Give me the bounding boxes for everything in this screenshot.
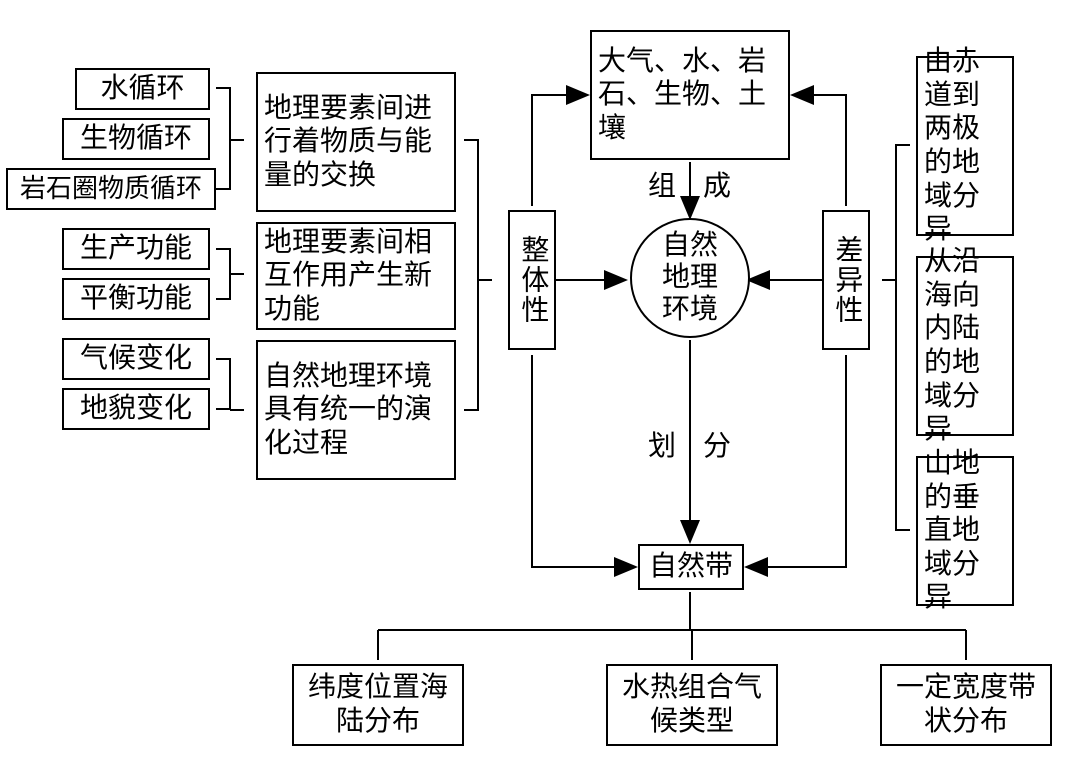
text: 纬度位置海陆分布 (300, 671, 456, 738)
node-coast-inland: 从沿海向内陆的地域分异 (916, 256, 1014, 436)
label-compose: 组 成 (648, 172, 741, 203)
text: 生产功能 (80, 232, 192, 266)
text: 组 成 (648, 171, 741, 202)
text: 山地的垂直地域分异 (924, 447, 1006, 615)
node-equator-pole: 由赤道到两极的地域分异 (916, 56, 1014, 236)
text: 生物循环 (80, 122, 192, 156)
node-hydrothermal: 水热组合气候类型 (606, 664, 778, 746)
text: 一定宽度带状分布 (888, 671, 1044, 738)
text: 整体性 (517, 235, 548, 325)
node-differentiation: 差异性 (822, 210, 870, 350)
text: 自然地理环境 (655, 230, 725, 327)
node-production: 生产功能 (62, 228, 210, 270)
label-divide: 划 分 (648, 432, 741, 463)
node-evolution: 自然地理环境具有统一的演化过程 (256, 340, 456, 480)
text: 水循环 (100, 72, 184, 106)
node-lithosphere-cycle: 岩石圈物质循环 (6, 168, 216, 210)
node-center-circle: 自然地理环境 (630, 218, 750, 338)
text: 地理要素间进行着物质与能量的交换 (264, 92, 448, 193)
node-belt: 一定宽度带状分布 (880, 664, 1052, 746)
node-new-function: 地理要素间相互作用产生新功能 (256, 222, 456, 330)
text: 水热组合气候类型 (614, 671, 770, 738)
node-latitude: 纬度位置海陆分布 (292, 664, 464, 746)
node-bio-cycle: 生物循环 (62, 118, 210, 160)
text: 由赤道到两极的地域分异 (924, 45, 1006, 247)
text: 划 分 (648, 431, 741, 462)
node-climate-change: 气候变化 (62, 338, 210, 380)
node-water-cycle: 水循环 (75, 68, 210, 110)
text: 差异性 (831, 235, 862, 325)
text: 自然地理环境具有统一的演化过程 (264, 360, 448, 461)
node-elements: 大气、水、岩石、生物、土壤 (590, 30, 790, 160)
text: 平衡功能 (80, 282, 192, 316)
node-exchange: 地理要素间进行着物质与能量的交换 (256, 72, 456, 212)
text: 岩石圈物质循环 (20, 173, 202, 204)
text: 自然带 (649, 550, 733, 584)
node-natural-zone: 自然带 (638, 544, 744, 590)
text: 大气、水、岩石、生物、土壤 (598, 45, 782, 146)
node-integrity: 整体性 (508, 210, 556, 350)
node-balance: 平衡功能 (62, 278, 210, 320)
node-landform-change: 地貌变化 (62, 388, 210, 430)
text: 地貌变化 (80, 392, 192, 426)
text: 从沿海向内陆的地域分异 (924, 245, 1006, 447)
text: 气候变化 (80, 342, 192, 376)
text: 地理要素间相互作用产生新功能 (264, 226, 448, 327)
node-vertical: 山地的垂直地域分异 (916, 456, 1014, 606)
